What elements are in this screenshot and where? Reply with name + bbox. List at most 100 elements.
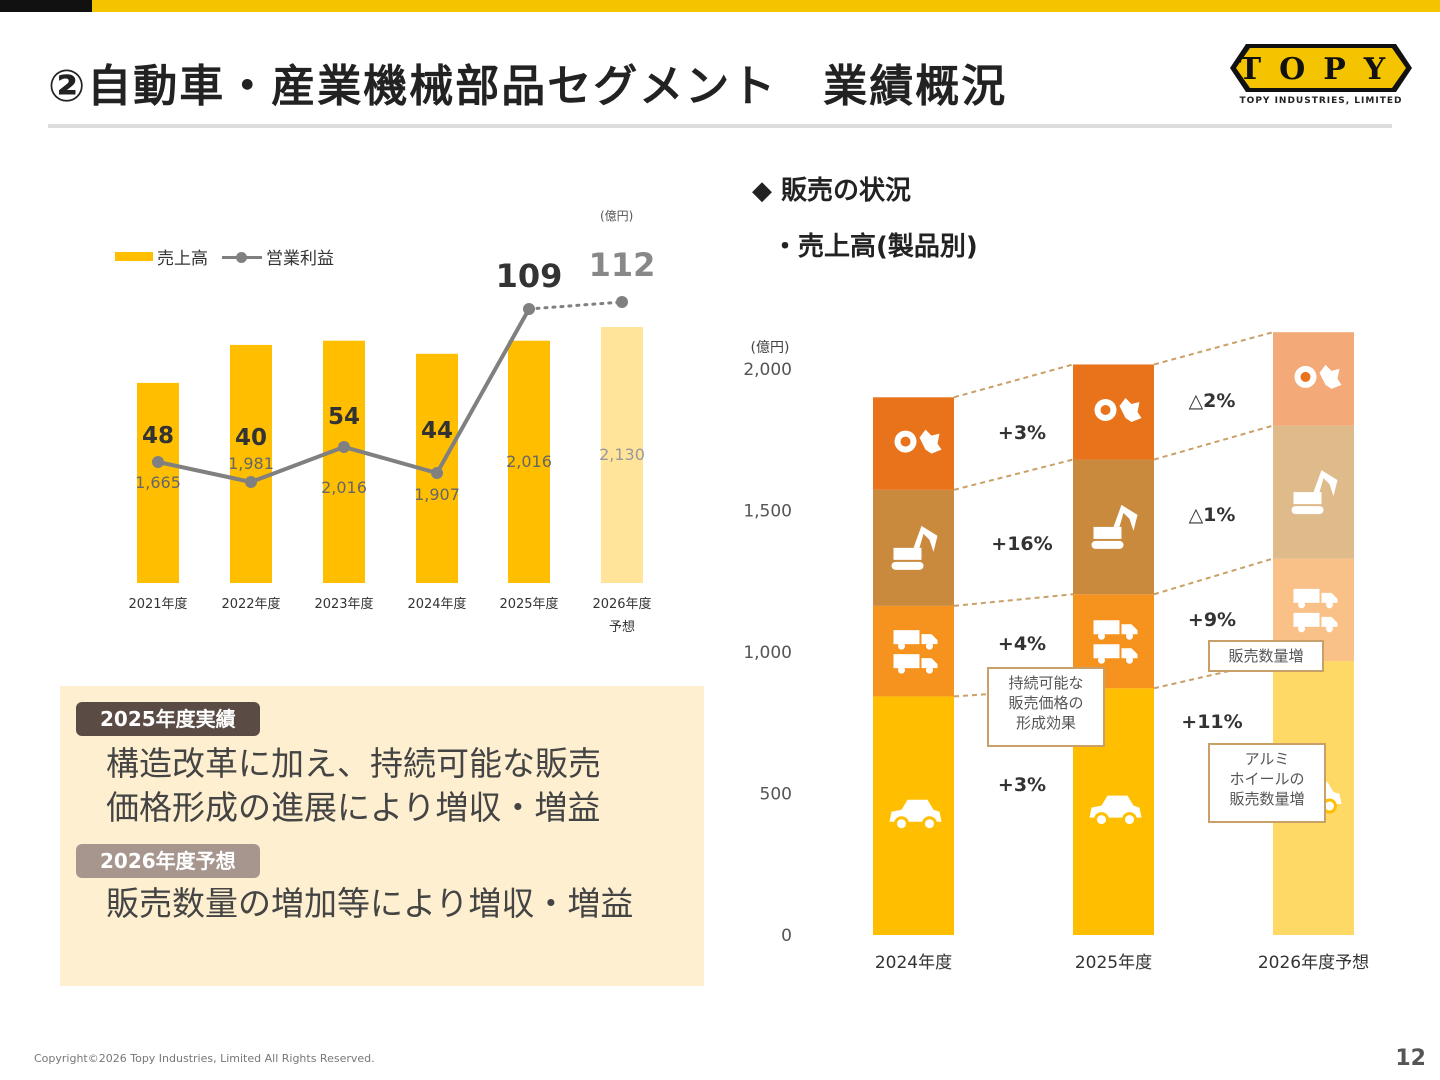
profit-value-label: 112 [589,246,656,284]
truck-wheel [1326,601,1333,609]
x-category-label: 2026年度予想 [1258,953,1369,973]
truck-wheel [1298,601,1305,609]
callout-aluminum-wheel: アルミ ホイールの 販売数量増 [1208,743,1326,823]
car-wheel [1094,812,1109,828]
connector-line [1153,557,1274,596]
category-label: 2024年度 [407,596,466,612]
truck-box [893,654,920,669]
topy-logo: TOPY [1230,44,1412,92]
change-label: △2% [1189,390,1236,412]
stack-segment [873,605,954,697]
badge-2026-forecast: 2026年度予想 [76,844,260,878]
truck-wheel [1298,625,1305,633]
profit-value-label: 44 [421,418,453,444]
excavator-cab [1093,526,1122,539]
excavator-cab [1293,492,1322,505]
profit-value-label: 54 [328,404,360,430]
badge-2025-results: 2025年度実績 [76,702,260,736]
excavator-arm [1113,504,1138,531]
category-label: 2025年度 [499,596,558,612]
profit-point [152,456,164,468]
change-label: +16% [991,533,1052,555]
truck-icon [893,630,938,674]
y-tick-label: 500 [760,785,792,805]
summary-2025-line1: 構造改革に加え、持続可能な販売 [106,744,601,783]
connector-line [953,593,1074,607]
excavator-track [1291,506,1324,515]
profit-point [338,441,350,453]
excavator-track [891,561,924,570]
change-label: △1% [1189,504,1236,526]
category-label: 2026年度 [592,596,651,612]
truck-wheel [926,642,933,650]
profit-forecast-line [527,300,624,311]
truck-box [893,630,920,645]
excavator-cab [893,547,922,560]
connector-line [953,363,1074,399]
stack-segment [873,489,954,606]
profit-point [431,467,443,479]
category-label: 2022年度 [221,596,280,612]
legend-label-profit: 営業利益 [266,249,334,269]
change-label: +3% [998,774,1046,796]
sales-value-label: 1,907 [414,485,460,504]
sales-bar [137,382,179,583]
sales-profit-chart: 1,665 1,981 2,016 1,907 2,016 2,130 48 40 54 44 10… [128,246,656,635]
profit-point [523,303,535,315]
profit-point [616,296,628,308]
change-label: +3% [998,422,1046,444]
excavator-icon [1291,470,1338,515]
car-wheel [1122,812,1137,828]
x-category-label: 2025年度 [1075,953,1152,973]
y-axis-unit: (億円) [751,340,790,356]
left-chart-unit: (億円) [600,209,634,223]
page-title: ②自動車・産業機械部品セグメント 業績概況 [48,61,1008,112]
part-ring-hole [1300,371,1311,382]
sales-value-label: 1,981 [228,454,274,473]
profit-value-label: 48 [142,423,174,449]
machine-part-icon [1294,364,1342,389]
truck-wheel [1126,632,1133,640]
top-accent-yellow [92,0,1440,12]
change-label: +11% [1181,711,1242,733]
page-number: 12 [1395,1046,1426,1071]
excavator-arm [913,525,938,552]
sales-value-label: 1,665 [135,473,181,492]
sales-value-label: 2,016 [506,452,552,471]
excavator-track [1091,540,1124,549]
connector-line [1153,424,1274,461]
part-bracket [1119,398,1142,423]
sales-bar [230,344,272,583]
callout-volume-increase: 販売数量増 [1208,640,1324,672]
top-accent-dark [0,0,92,12]
truck-cab [1121,648,1138,659]
logo-text: TOPY [1239,52,1403,87]
stack-segment [1273,425,1354,559]
truck-cab [921,634,938,645]
car-body [1089,795,1142,818]
truck-icon [1093,620,1138,664]
change-label: +4% [998,633,1046,655]
truck-wheel [898,666,905,674]
profit-value-label: 40 [235,425,267,451]
sales-value-label: 2,016 [321,478,367,497]
change-label: +9% [1188,609,1236,631]
truck-box [1293,612,1320,627]
left-chart-legend: 売上高 営業利益 [115,244,334,269]
truck-wheel [1126,656,1133,664]
car-body [889,799,942,822]
truck-icon [1293,588,1338,633]
car-wheel [922,816,937,832]
car-icon [1089,795,1142,828]
summary-box: 2025年度実績 構造改革に加え、持続可能な販売 価格形成の進展により増収・増益… [60,686,704,986]
truck-cab [921,658,938,669]
copyright: Copyright©2026 Topy Industries, Limited … [34,1052,375,1065]
callout-sustainable-pricing: 持続可能な 販売価格の 形成効果 [987,667,1105,747]
y-tick-label: 1,500 [743,502,792,522]
x-category-label: 2024年度 [875,953,952,973]
truck-cab [1321,592,1338,603]
truck-wheel [926,666,933,674]
excavator-icon [1091,504,1138,549]
truck-cab [1321,616,1338,627]
part-bracket [1319,364,1342,389]
